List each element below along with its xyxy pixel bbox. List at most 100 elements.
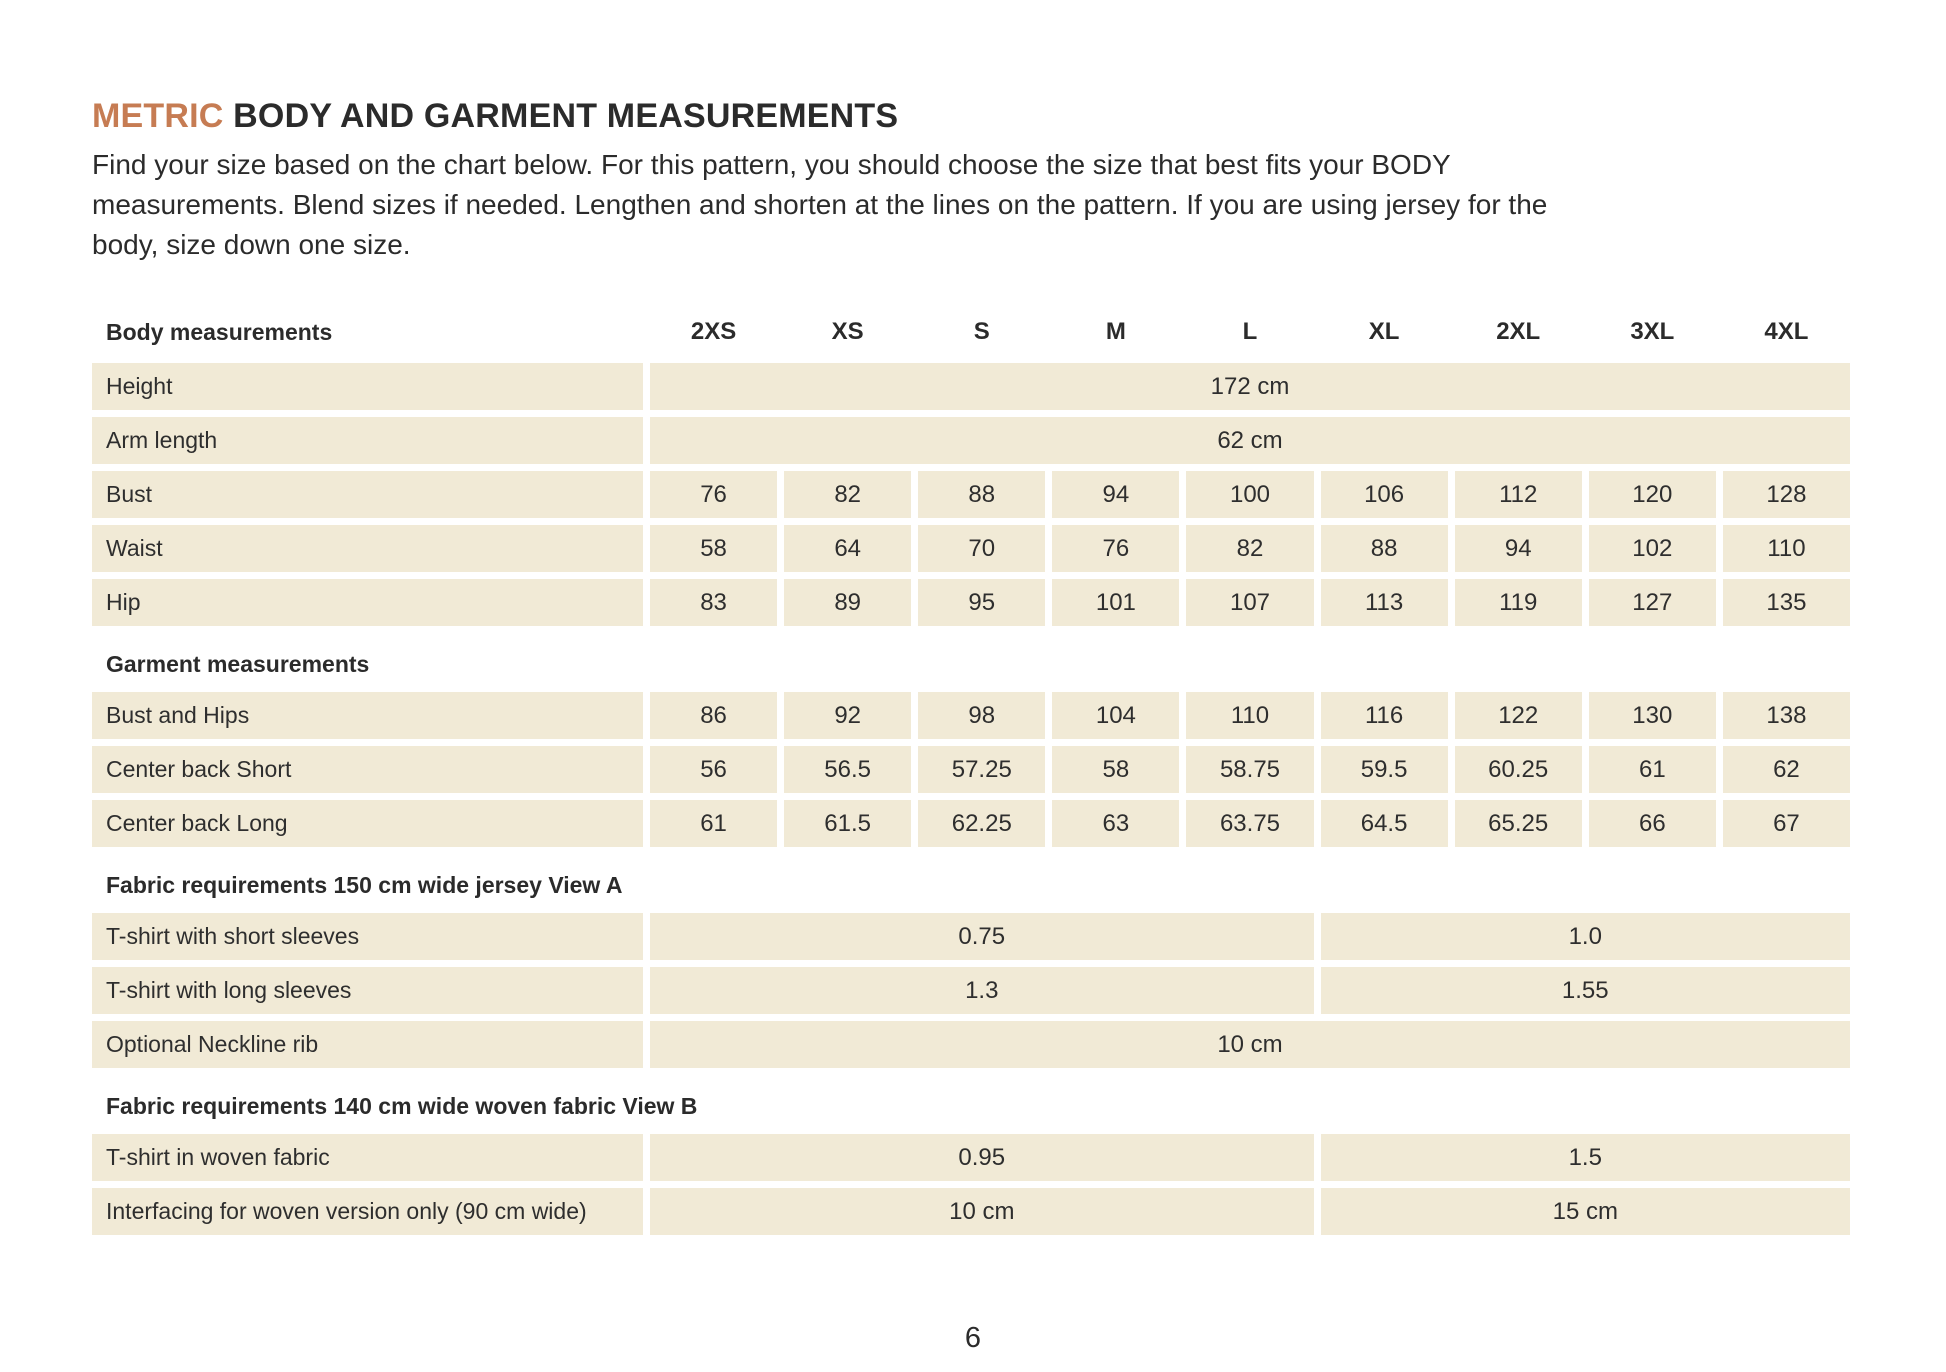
row-label: Hip xyxy=(92,579,643,627)
value-cell: 94 xyxy=(1454,525,1582,573)
size-column-header: XS xyxy=(831,318,864,346)
row-label: T-shirt with long sleeves xyxy=(92,967,643,1015)
size-column-header: L xyxy=(1242,318,1258,346)
value-cell: 57.25 xyxy=(918,746,1046,794)
value-cell: 130 xyxy=(1588,692,1716,740)
merged-value-cell: 10 cm xyxy=(650,1021,1850,1069)
value-cell: 61 xyxy=(1588,746,1716,794)
value-cell: 82 xyxy=(784,471,912,519)
value-cell: 64 xyxy=(784,525,912,573)
value-cell: 110 xyxy=(1186,692,1314,740)
size-chart-table: Body measurements 2XS XS S M L XL 2XL 3XL 4XL Heig… xyxy=(92,313,1850,1236)
row-label: T-shirt in woven fabric xyxy=(92,1134,643,1182)
value-cell: 70 xyxy=(918,525,1046,573)
value-cell: 56 xyxy=(650,746,778,794)
row-label: Bust and Hips xyxy=(92,692,643,740)
row-label: Waist xyxy=(92,525,643,573)
table-row: Interfacing for woven version only (90 c… xyxy=(92,1188,1850,1236)
value-cell: 119 xyxy=(1454,579,1582,627)
table-row: Waist 58 64 70 76 82 88 94 102 110 xyxy=(92,525,1850,573)
value-cell: 110 xyxy=(1722,525,1850,573)
value-cell: 102 xyxy=(1588,525,1716,573)
section-header: Garment measurements xyxy=(106,651,370,678)
value-cell: 56.5 xyxy=(784,746,912,794)
value-cell: 61 xyxy=(650,800,778,848)
row-label: Bust xyxy=(92,471,643,519)
row-label: Height xyxy=(92,363,643,411)
size-column-header: XL xyxy=(1368,318,1400,346)
value-cell: 86 xyxy=(650,692,778,740)
page-title: METRIC BODY AND GARMENT MEASUREMENTS xyxy=(92,0,1850,135)
left-span-value-cell: 10 cm xyxy=(650,1188,1314,1236)
value-cell: 106 xyxy=(1320,471,1448,519)
table-row: T-shirt in woven fabric 0.95 1.5 xyxy=(92,1134,1850,1182)
page-content: METRIC BODY AND GARMENT MEASUREMENTS Fin… xyxy=(92,0,1850,1242)
value-cell: 60.25 xyxy=(1454,746,1582,794)
left-span-value-cell: 0.95 xyxy=(650,1134,1314,1182)
value-cell: 120 xyxy=(1588,471,1716,519)
section-header: Fabric requirements 140 cm wide woven fa… xyxy=(106,1093,698,1120)
title-accent: METRIC xyxy=(92,97,224,135)
value-cell: 61.5 xyxy=(784,800,912,848)
table-row: Center back Long 61 61.5 62.25 63 63.75 64.5 65… xyxy=(92,800,1850,848)
value-cell: 98 xyxy=(918,692,1046,740)
left-span-value-cell: 0.75 xyxy=(650,913,1314,961)
table-row: Hip 83 89 95 101 107 113 119 127 135 xyxy=(92,579,1850,627)
size-column-header: 4XL xyxy=(1764,318,1809,346)
size-column-header: 3XL xyxy=(1630,318,1675,346)
intro-paragraph: Find your size based on the chart below.… xyxy=(92,149,1548,261)
value-cell: 92 xyxy=(784,692,912,740)
row-label: Interfacing for woven version only (90 c… xyxy=(92,1188,643,1236)
value-cell: 65.25 xyxy=(1454,800,1582,848)
section-header: Fabric requirements 150 cm wide jersey V… xyxy=(106,872,623,899)
size-column-header: M xyxy=(1105,318,1126,346)
row-label: Center back Short xyxy=(92,746,643,794)
value-cell: 112 xyxy=(1454,471,1582,519)
right-span-value-cell: 1.0 xyxy=(1320,913,1850,961)
value-cell: 62 xyxy=(1722,746,1850,794)
value-cell: 135 xyxy=(1722,579,1850,627)
value-cell: 94 xyxy=(1052,471,1180,519)
value-cell: 128 xyxy=(1722,471,1850,519)
left-span-value-cell: 1.3 xyxy=(650,967,1314,1015)
value-cell: 104 xyxy=(1052,692,1180,740)
value-cell: 88 xyxy=(1320,525,1448,573)
column-header-body-measurements: Body measurements xyxy=(106,318,333,345)
table-row: Optional Neckline rib 10 cm xyxy=(92,1021,1850,1069)
value-cell: 64.5 xyxy=(1320,800,1448,848)
table-row: T-shirt with long sleeves 1.3 1.55 xyxy=(92,967,1850,1015)
merged-value-cell: 62 cm xyxy=(650,417,1850,465)
table-row: Bust and Hips 86 92 98 104 110 116 122 130 138 xyxy=(92,692,1850,740)
size-header-row: Body measurements 2XS XS S M L XL 2XL 3XL 4XL xyxy=(92,313,1850,351)
value-cell: 76 xyxy=(1052,525,1180,573)
value-cell: 88 xyxy=(918,471,1046,519)
value-cell: 62.25 xyxy=(918,800,1046,848)
value-cell: 82 xyxy=(1186,525,1314,573)
value-cell: 113 xyxy=(1320,579,1448,627)
value-cell: 76 xyxy=(650,471,778,519)
right-span-value-cell: 1.55 xyxy=(1320,967,1850,1015)
value-cell: 58 xyxy=(1052,746,1180,794)
value-cell: 116 xyxy=(1320,692,1448,740)
table-row: Arm length 62 cm xyxy=(92,417,1850,465)
value-cell: 89 xyxy=(784,579,912,627)
value-cell: 122 xyxy=(1454,692,1582,740)
row-label: Optional Neckline rib xyxy=(92,1021,643,1069)
value-cell: 67 xyxy=(1722,800,1850,848)
table-row: Bust 76 82 88 94 100 106 112 120 128 xyxy=(92,471,1850,519)
row-label: Arm length xyxy=(92,417,643,465)
table-row: Height 172 cm xyxy=(92,363,1850,411)
value-cell: 138 xyxy=(1722,692,1850,740)
value-cell: 83 xyxy=(650,579,778,627)
right-span-value-cell: 15 cm xyxy=(1320,1188,1850,1236)
value-cell: 58 xyxy=(650,525,778,573)
value-cell: 95 xyxy=(918,579,1046,627)
value-cell: 58.75 xyxy=(1186,746,1314,794)
value-cell: 59.5 xyxy=(1320,746,1448,794)
value-cell: 100 xyxy=(1186,471,1314,519)
right-span-value-cell: 1.5 xyxy=(1320,1134,1850,1182)
size-column-header: 2XS xyxy=(690,318,737,346)
value-cell: 66 xyxy=(1588,800,1716,848)
merged-value-cell: 172 cm xyxy=(650,363,1850,411)
